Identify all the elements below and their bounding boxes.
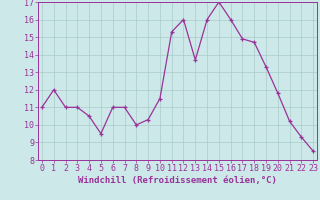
X-axis label: Windchill (Refroidissement éolien,°C): Windchill (Refroidissement éolien,°C)	[78, 176, 277, 185]
